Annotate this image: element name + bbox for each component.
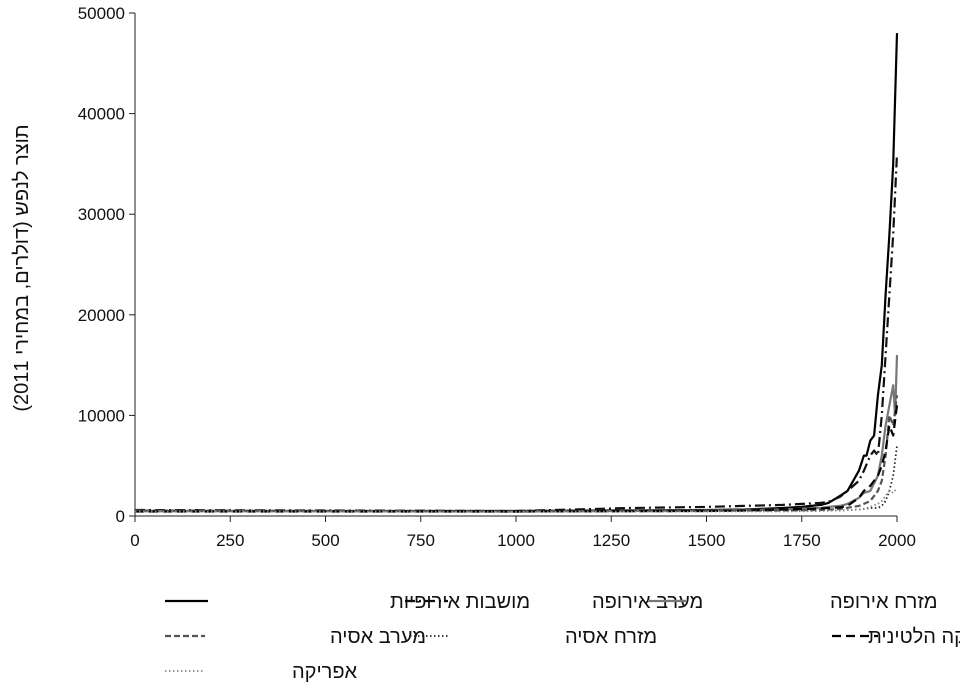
legend-label-1: מערב אירופה <box>592 591 703 613</box>
series-line-2 <box>134 354 899 513</box>
series-line-1 <box>134 153 899 513</box>
x-tick-label: 250 <box>216 531 244 550</box>
series-line-0 <box>135 33 899 513</box>
series-line-3 <box>134 395 899 513</box>
y-tick-label: 30000 <box>78 205 125 224</box>
x-tick-label: 1250 <box>592 531 630 550</box>
y-tick-label: 40000 <box>78 105 125 124</box>
legend-label-0: מושבות אירופיות <box>390 591 530 613</box>
y-axis: 0 10000 20000 30000 40000 50000 <box>78 4 136 526</box>
series-line-5 <box>135 405 899 513</box>
legend-label-3: מערב אסיה <box>330 626 426 648</box>
x-tick-label: 750 <box>407 531 435 550</box>
y-tick-label: 50000 <box>78 4 125 23</box>
x-tick-label: 1750 <box>783 531 821 550</box>
y-tick-label: 0 <box>116 507 125 526</box>
x-tick-label: 1000 <box>497 531 535 550</box>
x-tick-label: 500 <box>311 531 339 550</box>
legend-label-5: אמריקה הלטינית <box>868 626 960 648</box>
x-tick-label: 0 <box>130 531 139 550</box>
y-axis-label: תוצר לנפש (דולרים, במחירי 2011) <box>11 124 33 411</box>
series-line-4 <box>135 445 898 513</box>
x-tick-label: 1500 <box>688 531 726 550</box>
y-tick-label: 20000 <box>78 306 125 325</box>
x-axis: 0 250 500 750 1000 1250 1500 1750 2000 <box>130 515 916 550</box>
series-layer <box>134 33 899 513</box>
y-tick-label: 10000 <box>78 406 125 425</box>
legend-label-4: מזרח אסיה <box>565 626 657 648</box>
legend-label-2: מזרח אירופה <box>830 591 938 613</box>
legend: מושבות אירופיות מערב אירופה מזרח אירופה מער… <box>165 591 960 683</box>
x-tick-label: 2000 <box>878 531 916 550</box>
legend-label-6: אפריקה <box>292 661 358 683</box>
